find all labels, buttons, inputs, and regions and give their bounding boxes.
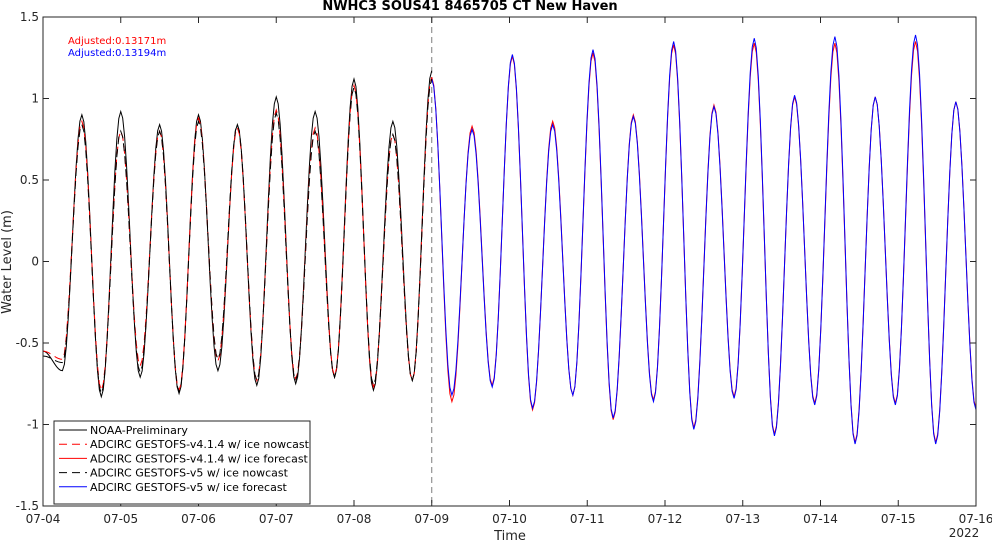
x-tick-label: 07-10 — [492, 512, 527, 526]
legend-box — [53, 420, 311, 505]
x-tick-label: 07-05 — [103, 512, 138, 526]
y-tick-label: 1 — [31, 92, 39, 106]
x-tick-label: 07-11 — [570, 512, 605, 526]
series-layer — [42, 17, 977, 506]
x-tick-label: 07-06 — [181, 512, 216, 526]
x-tick-label: 07-07 — [259, 512, 294, 526]
legend-entry: ADCIRC GESTOFS-v4.1.4 w/ ice nowcast — [90, 438, 310, 451]
legend-entry: ADCIRC GESTOFS-v5 w/ ice forecast — [90, 481, 288, 494]
chart-title: NWHC3 SOUS41 8465705 CT New Haven — [322, 0, 617, 14]
y-tick-label: -0.5 — [16, 336, 39, 350]
axes-layer: 1.5 1 0.5 0 -0.5 -1 -1.507-04 07-05 07-06 07-07 07… — [16, 10, 992, 540]
y-tick-label: 0.5 — [20, 173, 39, 187]
x-tick-label: 07-08 — [337, 512, 372, 526]
y-tick-label: -1.5 — [16, 499, 39, 513]
x-tick-label: 07-16 — [959, 512, 992, 526]
series-line-4 — [431, 34, 977, 445]
x-tick-label: 07-13 — [725, 512, 760, 526]
adjustment-annotation: Adjusted:0.13171m — [68, 36, 166, 47]
y-tick-label: 1.5 — [20, 10, 39, 24]
x-tick-label: 07-09 — [414, 512, 449, 526]
x-tick-label: 07-14 — [803, 512, 838, 526]
x-tick-label: 07-04 — [26, 512, 61, 526]
legend-entry: ADCIRC GESTOFS-v5 w/ ice nowcast — [90, 467, 289, 480]
x-year-label: 2022 — [949, 526, 980, 540]
series-line-1 — [42, 77, 433, 393]
y-tick-label: 0 — [31, 255, 39, 269]
legend-entry: ADCIRC GESTOFS-v4.1.4 w/ ice forecast — [90, 452, 309, 465]
y-tick-label: -1 — [27, 418, 39, 432]
adjustment-annotation: Adjusted:0.13194m — [68, 48, 166, 59]
x-tick-label: 07-12 — [648, 512, 683, 526]
legend-entry: NOAA-Preliminary — [90, 424, 188, 437]
x-tick-label: 07-15 — [881, 512, 916, 526]
y-axis-label: Water Level (m) — [0, 210, 15, 314]
x-axis-label: Time — [493, 529, 526, 541]
